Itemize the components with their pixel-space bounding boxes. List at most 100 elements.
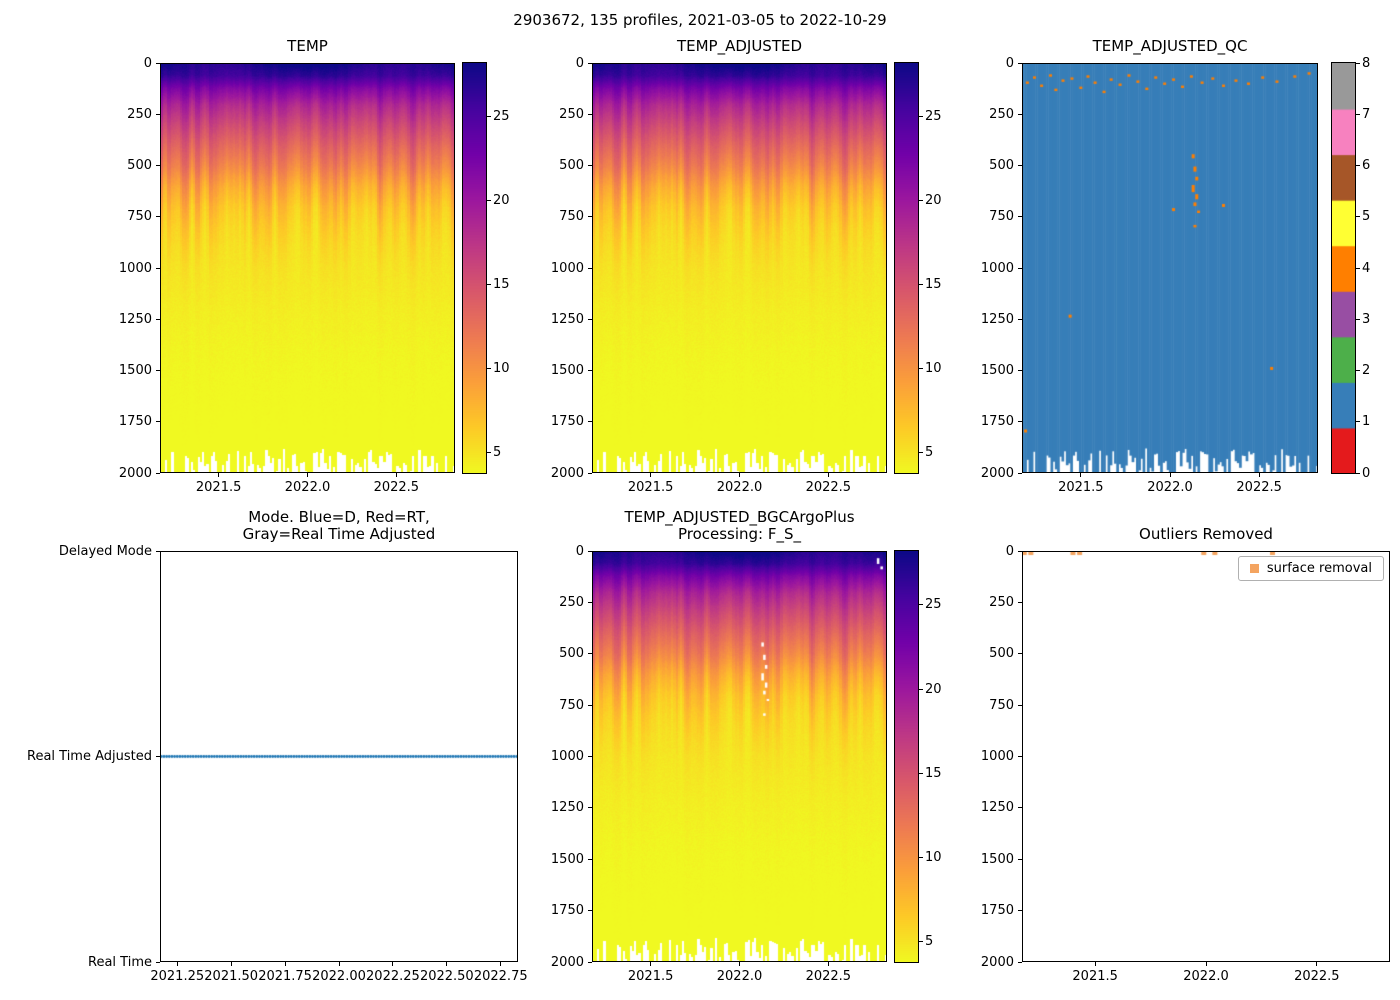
colorbar-tick-mark <box>919 368 923 370</box>
colorbar-tick-mark <box>919 941 923 943</box>
y-tick-mark <box>1018 318 1022 320</box>
qc-heatmap-canvas <box>1022 63 1318 473</box>
y-tick-mark <box>1018 165 1022 166</box>
colorbar-tick-label: 10 <box>925 361 942 377</box>
y-tick-mark <box>588 653 592 655</box>
y-tick-mark <box>156 421 160 423</box>
y-tick-label: Real Time <box>88 954 152 970</box>
y-tick-label: 2000 <box>118 465 152 481</box>
colorbar-tick-label: 5 <box>1362 209 1371 225</box>
y-tick-label: 250 <box>559 106 584 122</box>
y-tick-mark <box>1018 653 1022 655</box>
temp-heatmap-canvas <box>160 63 455 473</box>
mode-scatter-canvas <box>160 551 518 962</box>
y-tick-label: 1500 <box>980 363 1014 378</box>
subplot-temp-adjusted-bgc: TEMP_ADJUSTED_BGCArgoPlus Processing: F_… <box>551 509 942 985</box>
colorbar-tick-label: 7 <box>1362 106 1371 122</box>
colorbar-tick-label: 15 <box>925 277 942 293</box>
y-tick-label: 2000 <box>550 465 584 481</box>
y-tick-mark <box>156 165 160 166</box>
y-tick-label: 0 <box>575 55 584 71</box>
x-tick-mark <box>650 962 652 966</box>
y-tick-label: 250 <box>989 106 1014 122</box>
colorbar-tick-mark <box>1356 421 1360 423</box>
colorbar-tick-label: 25 <box>493 109 510 125</box>
colorbar-tick-mark <box>1356 62 1360 64</box>
y-tick-label: 1750 <box>980 903 1014 919</box>
y-tick-mark <box>588 165 592 166</box>
y-tick-mark <box>588 421 592 423</box>
y-tick-mark <box>156 472 160 474</box>
colorbar-tick-label: 5 <box>925 445 934 461</box>
colorbar-tick-label: 3 <box>1362 311 1371 327</box>
y-tick-mark <box>156 370 160 371</box>
qc-colorbar <box>1331 62 1356 474</box>
bgc-colorbar <box>894 550 919 963</box>
x-tick-mark <box>338 962 340 966</box>
y-tick-mark <box>156 550 160 552</box>
y-tick-mark <box>1018 113 1022 115</box>
y-tick-mark <box>588 961 592 963</box>
temp-adjusted-colorbar <box>894 62 919 474</box>
y-tick-label: 500 <box>989 646 1014 662</box>
x-tick-label: 2022.75 <box>473 969 528 984</box>
y-tick-mark <box>588 318 592 320</box>
colorbar-tick-mark <box>1356 165 1360 166</box>
y-tick-mark <box>1018 910 1022 912</box>
y-tick-label: 500 <box>559 158 584 173</box>
colorbar-tick-label: 8 <box>1362 55 1371 71</box>
y-tick-label: 500 <box>989 158 1014 173</box>
colorbar-tick-label: 25 <box>925 109 942 125</box>
y-tick-label: 1250 <box>980 800 1014 816</box>
y-tick-label: 1500 <box>118 363 152 378</box>
x-tick-mark <box>739 962 740 966</box>
subplot-temp: TEMP 2021.5 2022.0 2022.5 0 250 500 750 1000 125… <box>119 38 510 496</box>
y-tick-label: 500 <box>127 158 152 173</box>
x-tick-mark <box>230 962 232 966</box>
y-tick-label: 1750 <box>550 903 584 919</box>
colorbar-tick-mark <box>487 284 491 286</box>
y-tick-label: 1000 <box>980 260 1014 276</box>
x-tick-label: 2022.50 <box>419 969 474 984</box>
x-tick-mark <box>500 962 502 966</box>
colorbar-tick-mark <box>919 604 923 606</box>
y-tick-label: 2000 <box>980 465 1014 481</box>
y-tick-label: 750 <box>989 209 1014 225</box>
y-tick-mark <box>588 858 592 860</box>
y-tick-mark <box>588 910 592 912</box>
y-tick-label: 750 <box>559 209 584 225</box>
x-tick-mark <box>284 962 286 966</box>
y-tick-mark <box>1018 704 1022 706</box>
colorbar-tick-mark <box>487 200 491 202</box>
legend-label: surface removal <box>1266 561 1372 576</box>
y-tick-label: 500 <box>559 646 584 662</box>
x-tick-label: 2021.5 <box>1072 969 1118 984</box>
colorbar-tick-mark <box>487 368 491 370</box>
y-tick-mark <box>588 472 592 474</box>
x-tick-label: 2021.75 <box>258 969 312 984</box>
colorbar-tick-mark <box>919 284 923 286</box>
colorbar-tick-mark <box>1356 472 1360 474</box>
x-tick-mark <box>827 473 829 477</box>
x-tick-mark <box>827 962 829 966</box>
plot-title-outliers: Outliers Removed <box>1139 525 1273 543</box>
x-tick-mark <box>650 473 652 477</box>
y-tick-mark <box>1018 756 1022 757</box>
x-tick-label: 2021.5 <box>627 480 674 495</box>
colorbar-tick-mark <box>1356 318 1360 320</box>
colorbar-tick-mark <box>919 857 923 859</box>
y-tick-label: 1750 <box>980 414 1014 430</box>
y-tick-mark <box>1018 550 1022 552</box>
y-tick-mark <box>588 807 592 809</box>
colorbar-tick-mark <box>1356 113 1360 115</box>
y-tick-label: 1000 <box>118 260 152 276</box>
plot-title-mode-line2: Gray=Real Time Adjusted <box>242 525 436 543</box>
y-tick-mark <box>588 113 592 115</box>
y-tick-label: Delayed Mode <box>58 543 152 559</box>
colorbar-tick-label: 15 <box>493 277 510 293</box>
y-tick-label: 750 <box>127 209 152 225</box>
x-tick-mark <box>446 962 448 966</box>
colorbar-tick-label: 5 <box>493 445 502 461</box>
x-tick-label: 2022.0 <box>716 969 763 984</box>
x-tick-label: 2022.5 <box>805 969 852 984</box>
